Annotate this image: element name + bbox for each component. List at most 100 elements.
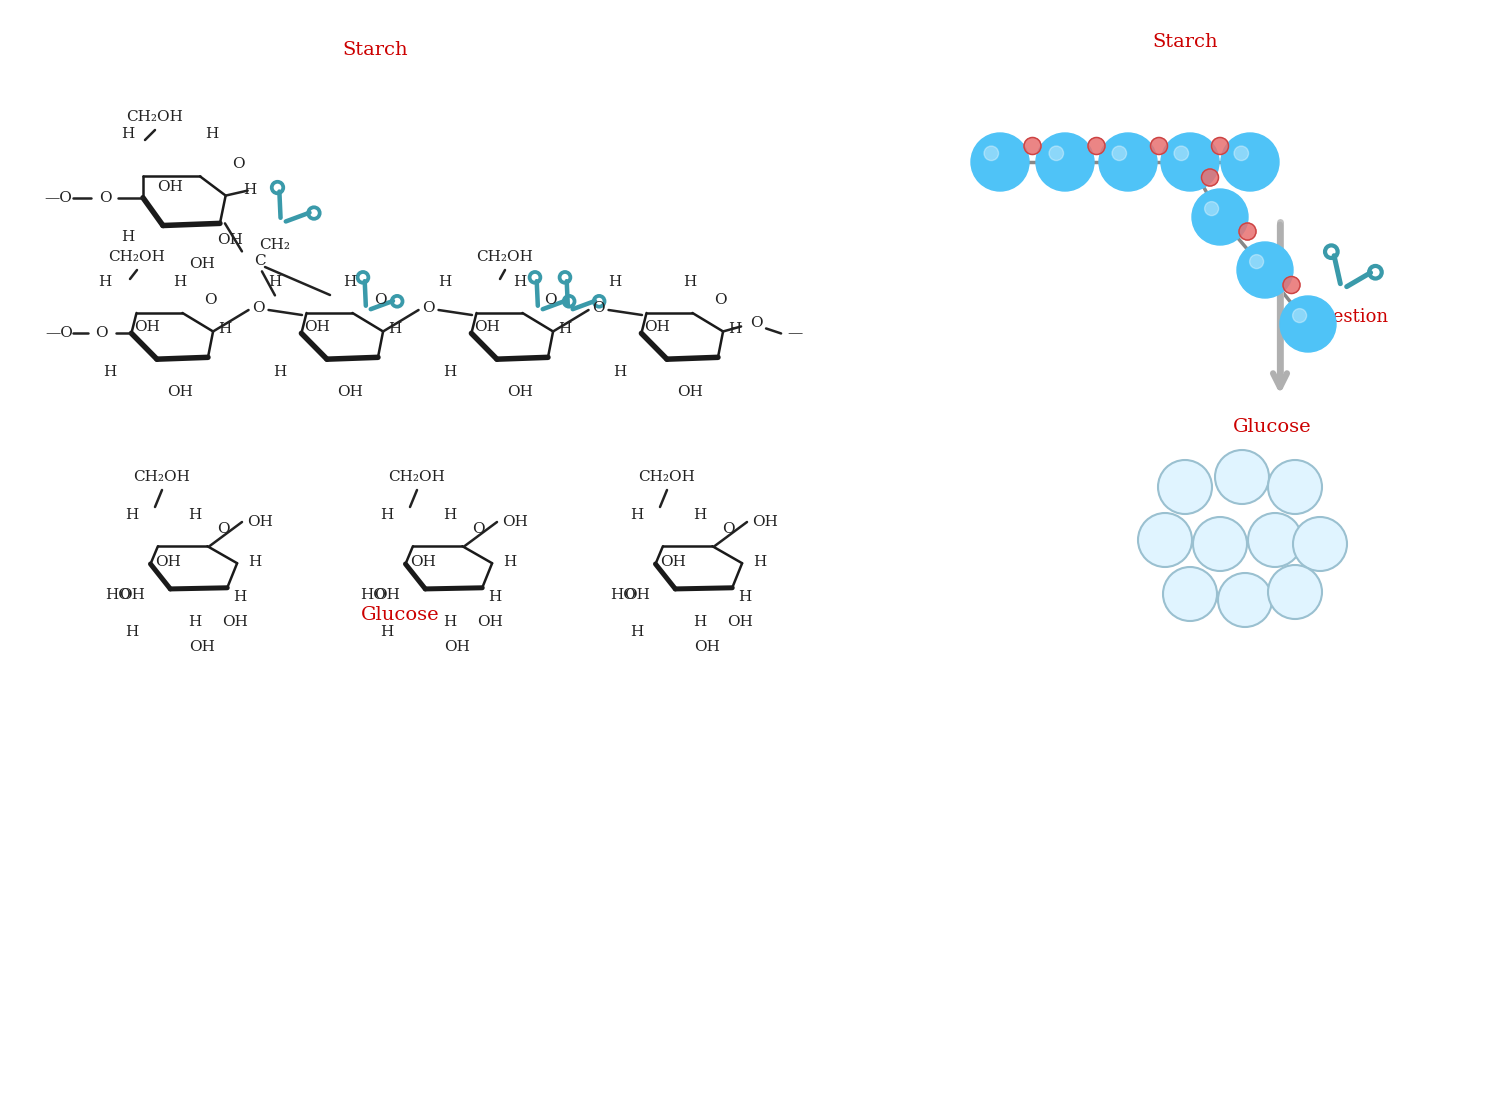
Text: H: H <box>558 322 572 336</box>
Text: H: H <box>344 275 357 289</box>
Text: H: H <box>753 555 766 569</box>
Text: O: O <box>714 292 726 307</box>
Text: —O: —O <box>45 326 74 340</box>
Text: H: H <box>614 365 627 379</box>
Text: H: H <box>738 590 752 604</box>
Circle shape <box>1138 513 1192 567</box>
Text: OH: OH <box>410 555 436 569</box>
Circle shape <box>1036 133 1094 191</box>
Text: O: O <box>722 522 735 536</box>
Text: O: O <box>592 301 604 315</box>
Circle shape <box>1221 133 1280 191</box>
Text: H: H <box>504 555 516 569</box>
Text: O: O <box>422 301 435 315</box>
Text: O: O <box>252 301 266 315</box>
Text: —O: —O <box>44 191 72 205</box>
Text: O: O <box>204 292 216 307</box>
Circle shape <box>1238 242 1293 298</box>
Circle shape <box>1162 567 1216 620</box>
Text: H: H <box>189 508 201 522</box>
Text: H: H <box>444 365 456 379</box>
Text: OH: OH <box>474 320 500 334</box>
Circle shape <box>984 146 999 160</box>
Text: CH₂OH: CH₂OH <box>388 470 445 484</box>
Circle shape <box>1150 138 1167 155</box>
Circle shape <box>1293 309 1306 322</box>
Text: Starch: Starch <box>1152 33 1218 51</box>
Circle shape <box>1174 146 1188 160</box>
Text: H: H <box>268 275 282 289</box>
Text: Glucose: Glucose <box>1233 418 1311 436</box>
Text: HO: HO <box>610 588 636 602</box>
Text: OH: OH <box>248 515 273 529</box>
Text: O: O <box>99 191 111 205</box>
Text: H: H <box>489 590 501 604</box>
Text: H: H <box>630 508 644 522</box>
Text: CH₂OH: CH₂OH <box>134 470 190 484</box>
Circle shape <box>1192 517 1246 570</box>
Text: H: H <box>630 625 644 639</box>
Text: OH: OH <box>660 555 686 569</box>
Circle shape <box>1293 517 1347 570</box>
Text: OH: OH <box>752 515 778 529</box>
Text: O: O <box>216 522 229 536</box>
Text: CH₂OH: CH₂OH <box>477 250 534 264</box>
Circle shape <box>1268 460 1322 514</box>
Circle shape <box>1239 224 1256 240</box>
Text: C: C <box>254 255 266 268</box>
Text: OH: OH <box>166 385 194 399</box>
Text: H: H <box>444 615 456 629</box>
Text: CH₂: CH₂ <box>260 238 291 252</box>
Text: H: H <box>219 322 231 336</box>
Text: O: O <box>231 157 244 171</box>
Text: OH: OH <box>728 615 753 629</box>
Text: Digestion: Digestion <box>1302 308 1389 326</box>
Text: OH: OH <box>189 257 214 271</box>
Text: OH: OH <box>676 385 703 399</box>
Text: OH: OH <box>374 588 400 602</box>
Circle shape <box>1280 296 1336 353</box>
Circle shape <box>1024 138 1041 155</box>
Circle shape <box>1204 201 1218 216</box>
Text: OH: OH <box>154 555 182 569</box>
Text: H: H <box>122 127 135 141</box>
Text: H: H <box>693 615 706 629</box>
Text: OH: OH <box>118 588 146 602</box>
Text: H: H <box>189 615 201 629</box>
Text: H: H <box>381 508 393 522</box>
Text: H: H <box>126 508 138 522</box>
Text: H: H <box>729 322 741 336</box>
Circle shape <box>1048 146 1064 160</box>
Text: H: H <box>174 275 186 289</box>
Text: OH: OH <box>338 385 363 399</box>
Text: OH: OH <box>189 641 214 654</box>
Circle shape <box>1212 138 1228 155</box>
Text: OH: OH <box>503 515 528 529</box>
Text: OH: OH <box>134 320 160 334</box>
Text: H: H <box>444 508 456 522</box>
Text: H: H <box>381 625 393 639</box>
Circle shape <box>1202 169 1218 186</box>
Text: OH: OH <box>222 615 248 629</box>
Circle shape <box>1248 513 1302 567</box>
Text: H: H <box>122 230 135 244</box>
Text: H: H <box>104 365 117 379</box>
Text: Glucose: Glucose <box>360 606 440 624</box>
Circle shape <box>1282 277 1300 294</box>
Text: OH: OH <box>694 641 720 654</box>
Text: H: H <box>234 590 246 604</box>
Text: HO: HO <box>360 588 386 602</box>
Text: H: H <box>684 275 696 289</box>
Circle shape <box>1088 138 1106 155</box>
Text: OH: OH <box>477 615 502 629</box>
Text: HO: HO <box>105 588 130 602</box>
Text: OH: OH <box>624 588 650 602</box>
Text: CH₂OH: CH₂OH <box>126 110 183 125</box>
Text: OH: OH <box>644 320 670 334</box>
Circle shape <box>1112 146 1126 160</box>
Text: OH: OH <box>444 641 470 654</box>
Circle shape <box>970 133 1029 191</box>
Circle shape <box>1218 573 1272 627</box>
Circle shape <box>1215 450 1269 504</box>
Text: H: H <box>249 555 261 569</box>
